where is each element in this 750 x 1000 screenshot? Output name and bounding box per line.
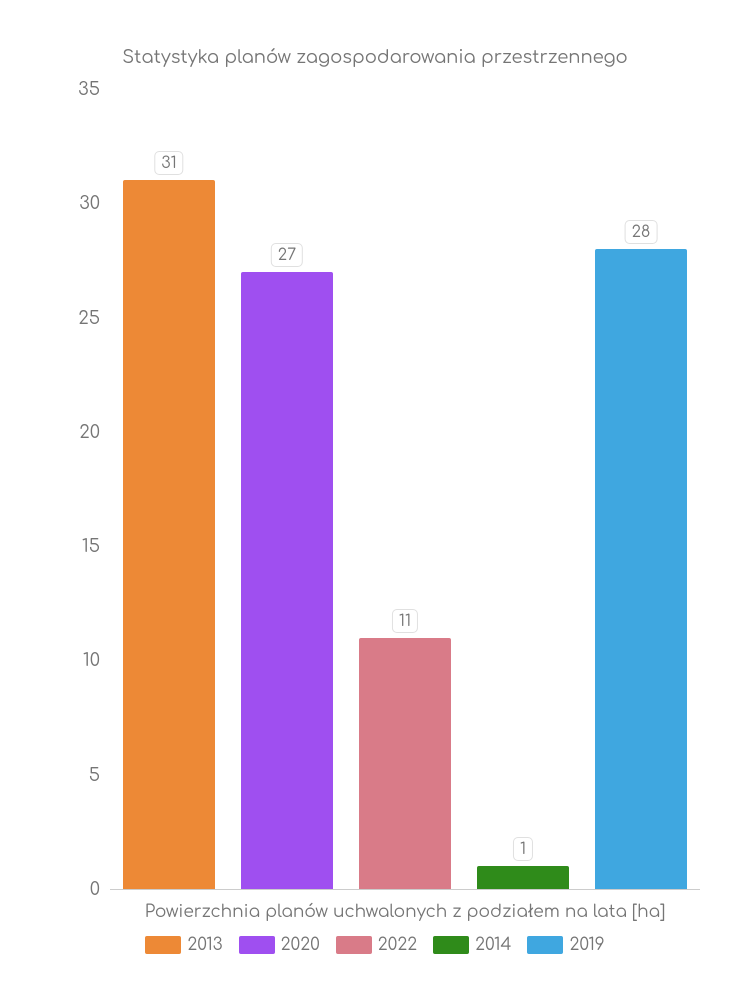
y-tick-label: 30 [40,194,100,214]
legend-label: 2022 [378,935,417,954]
legend-item: 2020 [239,935,320,954]
legend-swatch [433,936,469,954]
y-tick-label: 10 [40,651,100,671]
bar-chart: Statystyka planów zagospodarowania przes… [0,0,750,1000]
legend-item: 2019 [527,935,604,954]
y-tick-label: 5 [40,766,100,786]
legend-item: 2014 [433,935,511,954]
bar-value-label: 31 [155,152,182,174]
y-axis: 05101520253035 [40,90,100,890]
chart-title: Statystyka planów zagospodarowania przes… [0,48,750,68]
bar-value-label: 28 [626,221,657,243]
legend-label: 2014 [475,935,511,954]
plot-area: 312711128 [110,90,700,890]
y-tick-label: 0 [40,880,100,900]
bar: 31 [123,180,215,889]
legend-item: 2022 [336,935,417,954]
y-tick-label: 15 [40,537,100,557]
bar: 28 [595,249,687,889]
x-axis-label: Powierzchnia planów uchwalonych z podzia… [110,902,700,921]
bar-value-label: 11 [393,610,417,632]
y-tick-label: 25 [40,309,100,329]
bar: 1 [477,866,569,889]
legend-label: 2019 [569,935,604,954]
legend-swatch [527,936,563,954]
legend-item: 2013 [145,935,222,954]
legend: 2013 2020 2022 2014 2019 [0,935,750,954]
legend-label: 2020 [281,935,320,954]
bar: 11 [359,638,451,889]
legend-swatch [145,936,181,954]
bar-value-label: 27 [272,244,302,266]
y-tick-label: 20 [40,423,100,443]
legend-swatch [239,936,275,954]
legend-swatch [336,936,372,954]
bar-value-label: 1 [514,838,532,860]
legend-label: 2013 [187,935,222,954]
bar: 27 [241,272,333,889]
y-tick-label: 35 [40,80,100,100]
